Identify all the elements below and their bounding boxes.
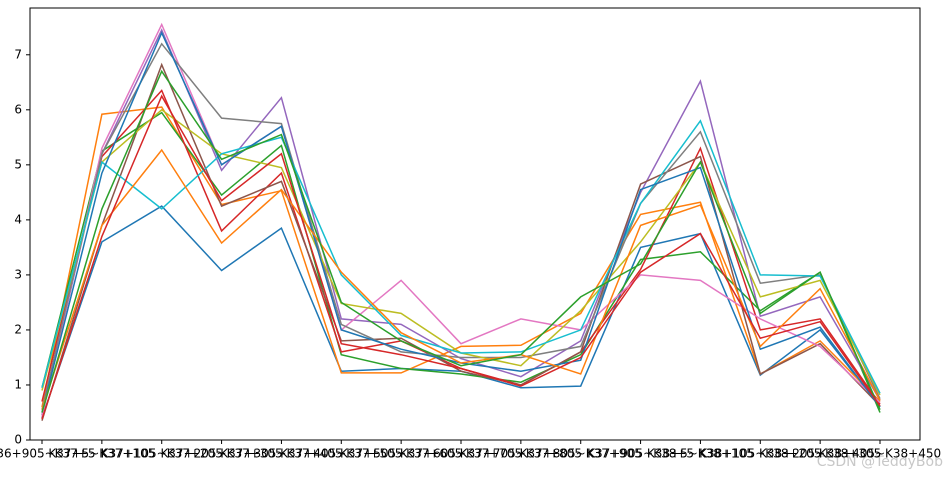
x-tick-label: K37+905~K38+5 xyxy=(587,447,694,461)
x-tick-label: K38+105~K38+205 xyxy=(699,447,821,461)
x-tick-label: K38+5~K38+105 xyxy=(647,447,754,461)
x-tick-label: K37+405~K37+505 xyxy=(280,447,402,461)
series-line xyxy=(41,69,881,413)
y-tick-label: 4 xyxy=(14,212,22,226)
x-tick-label: K37+705~K37+805 xyxy=(460,447,582,461)
series-line xyxy=(41,22,881,418)
series-line xyxy=(41,62,881,421)
x-tick-label: K37+5~K37+105 xyxy=(48,447,155,461)
series-line xyxy=(41,148,881,410)
x-tick-label: K37+505~K37+605 xyxy=(340,447,462,461)
watermark: CSDN @TeddyBob xyxy=(817,454,943,470)
x-tick-label: K38+205~K38+305 xyxy=(759,447,881,461)
x-tick-label: K37+605~K37+705 xyxy=(400,447,522,461)
x-tick-label: K37+805~K37+905 xyxy=(520,447,642,461)
series-line xyxy=(41,94,881,420)
series-line xyxy=(41,111,881,413)
y-tick-label: 0 xyxy=(14,433,22,447)
x-tick-label: K37+105~K37+205 xyxy=(101,447,223,461)
y-tick-label: 5 xyxy=(14,157,22,171)
y-tick-label: 2 xyxy=(14,322,22,336)
y-tick-label: 3 xyxy=(14,267,22,281)
series-line xyxy=(41,119,881,394)
x-tick-label: K37+305~K37+405 xyxy=(220,447,342,461)
x-tick-label: K38+405~K38+450 xyxy=(819,447,941,461)
x-tick-label: K36+905~K37+5 xyxy=(0,447,95,461)
series-line xyxy=(41,42,881,410)
x-tick-label: K37+205~K37+305 xyxy=(160,447,282,461)
plot-frame xyxy=(29,7,921,441)
y-tick-label: 1 xyxy=(14,377,22,391)
y-tick-label: 7 xyxy=(14,47,22,61)
y-tick-label: 6 xyxy=(14,102,22,116)
